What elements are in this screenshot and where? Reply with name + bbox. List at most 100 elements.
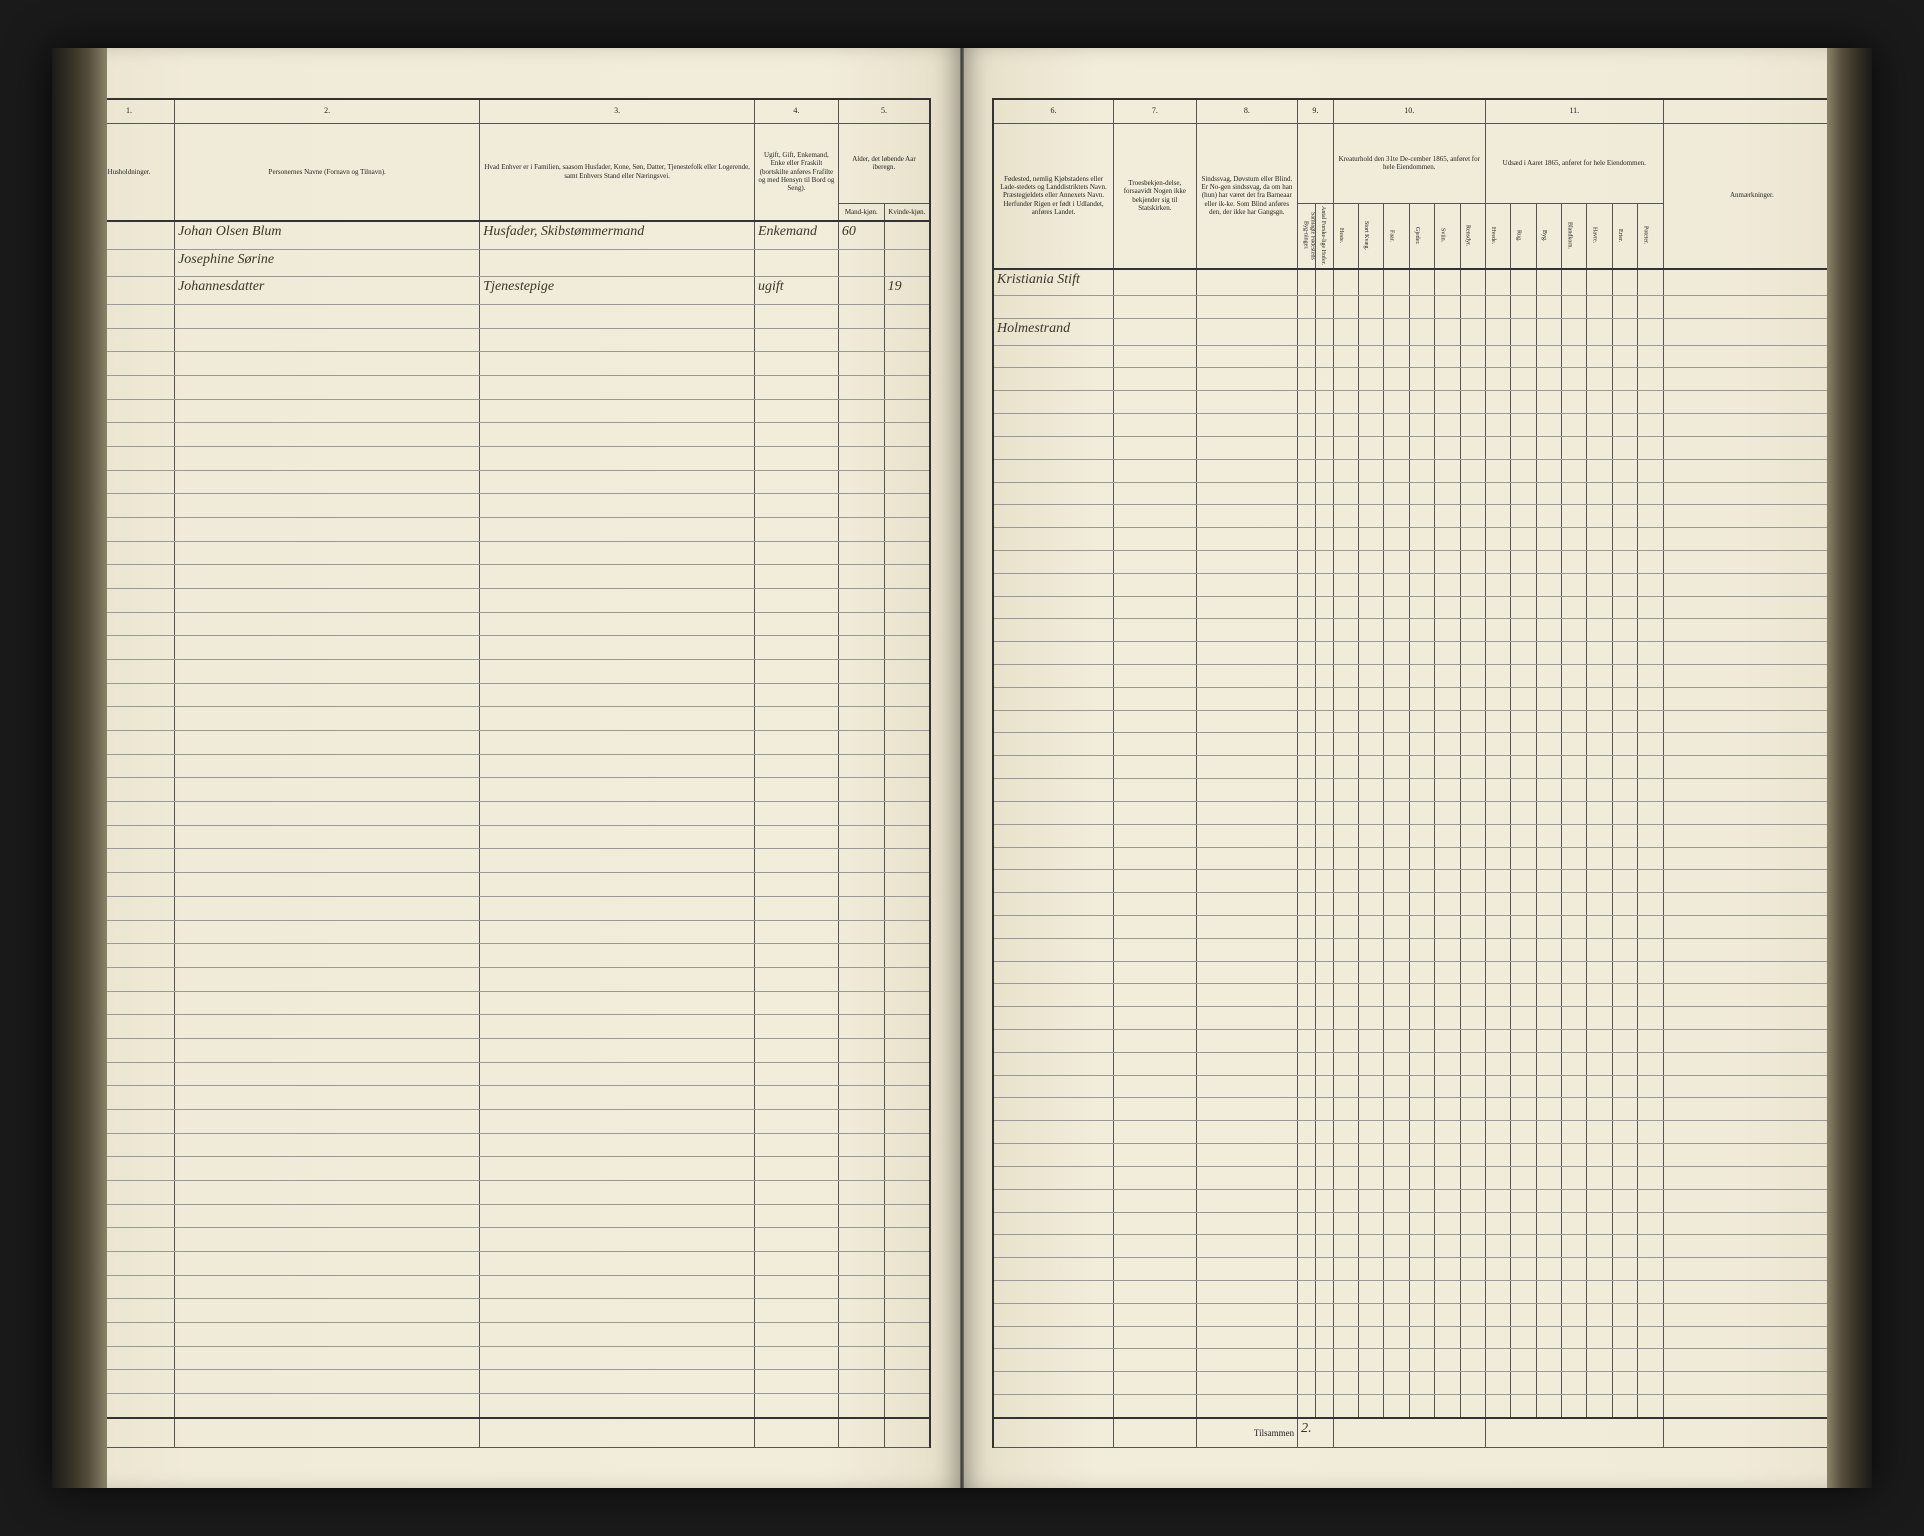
table-row: [993, 1349, 1841, 1372]
data-cell: [1359, 642, 1384, 665]
name-cell: [175, 376, 480, 400]
ledger-book: 1. 2. 3. 4. 5. Husholdninger. Personerne…: [52, 48, 1872, 1488]
status-cell: [754, 249, 838, 277]
data-cell: [1460, 296, 1485, 319]
relation-cell: [480, 896, 755, 920]
data-cell: [1298, 687, 1316, 710]
data-cell: [1435, 915, 1460, 938]
data-cell: [1485, 687, 1510, 710]
data-cell: [1298, 1326, 1316, 1349]
data-cell: [1298, 961, 1316, 984]
data-cell: [1511, 870, 1536, 893]
age-male-cell: [838, 778, 884, 802]
data-cell: [1114, 459, 1197, 482]
col-header-5: Alder, det løbende Aar iberegn.: [838, 123, 930, 203]
data-cell: [1435, 319, 1460, 346]
col-sub-11: Poteter.: [1638, 203, 1663, 269]
age-female-cell: [884, 660, 930, 684]
relation-cell: [480, 447, 755, 471]
data-cell: [1435, 801, 1460, 824]
data-cell: [1315, 1075, 1333, 1098]
data-cell: [1562, 642, 1587, 665]
data-cell: [1409, 436, 1434, 459]
name-cell: [175, 778, 480, 802]
relation-cell: Tjenestepige: [480, 277, 755, 305]
table-row: [993, 824, 1841, 847]
data-cell: [1409, 1280, 1434, 1303]
data-cell: [1562, 801, 1587, 824]
table-row: [993, 482, 1841, 505]
data-cell: [1638, 269, 1663, 296]
table-row: [83, 352, 930, 376]
data-cell: [1587, 870, 1612, 893]
data-cell: [1638, 459, 1663, 482]
data-cell: [1114, 733, 1197, 756]
data-cell: [1409, 368, 1434, 391]
birthplace-cell: [993, 1121, 1114, 1144]
col-sub-10: Rensdyr.: [1460, 203, 1485, 269]
age-female-cell: [884, 376, 930, 400]
name-cell: [175, 589, 480, 613]
data-cell: [1333, 779, 1358, 802]
age-female-cell: [884, 731, 930, 755]
table-row: [993, 436, 1841, 459]
data-cell: [1612, 505, 1637, 528]
birthplace-cell: [993, 1189, 1114, 1212]
age-female-cell: [884, 1109, 930, 1133]
data-cell: [1435, 1007, 1460, 1030]
age-female-cell: [884, 991, 930, 1015]
data-cell: [1587, 414, 1612, 437]
age-female-cell: [884, 541, 930, 565]
data-cell: [1359, 893, 1384, 916]
data-cell: [1333, 801, 1358, 824]
data-cell: [1587, 1166, 1612, 1189]
data-cell: [1460, 801, 1485, 824]
relation-cell: [480, 991, 755, 1015]
col-sub-10: Heste.: [1333, 203, 1358, 269]
data-cell: [1485, 915, 1510, 938]
age-female-cell: [884, 707, 930, 731]
age-male-cell: [838, 470, 884, 494]
age-male-cell: [838, 1228, 884, 1252]
table-row: [993, 345, 1841, 368]
data-cell: [1485, 642, 1510, 665]
data-cell: [1511, 733, 1536, 756]
data-cell: [1638, 733, 1663, 756]
age-female-cell: [884, 778, 930, 802]
data-cell: [1638, 1075, 1663, 1098]
table-row: [993, 1303, 1841, 1326]
data-cell: [1409, 710, 1434, 733]
remarks-cell: [1663, 482, 1841, 505]
data-cell: [1485, 1121, 1510, 1144]
name-cell: Josephine Sørine: [175, 249, 480, 277]
data-cell: [1114, 961, 1197, 984]
data-cell: [1435, 1395, 1460, 1418]
col-sub-5a: Mand-kjøn.: [838, 203, 884, 221]
table-row: [83, 825, 930, 849]
table-row: [993, 368, 1841, 391]
data-cell: [1409, 847, 1434, 870]
age-female-cell: [884, 305, 930, 329]
birthplace-cell: [993, 938, 1114, 961]
relation-cell: [480, 1180, 755, 1204]
age-male-cell: [838, 447, 884, 471]
data-cell: [1114, 368, 1197, 391]
remarks-cell: [1663, 665, 1841, 688]
col-header-8: Sindssvag, Døvstum eller Blind. Er No-ge…: [1196, 123, 1298, 269]
birthplace-cell: [993, 665, 1114, 688]
data-cell: [1409, 1212, 1434, 1235]
data-cell: [1384, 938, 1409, 961]
status-cell: [754, 636, 838, 660]
name-cell: [175, 1180, 480, 1204]
data-cell: [1359, 505, 1384, 528]
birthplace-cell: [993, 391, 1114, 414]
data-cell: [1315, 687, 1333, 710]
data-cell: [1562, 1212, 1587, 1235]
data-cell: [1409, 269, 1434, 296]
status-cell: Enkemand: [754, 221, 838, 249]
data-cell: [1114, 550, 1197, 573]
data-cell: [1562, 550, 1587, 573]
data-cell: [1333, 505, 1358, 528]
data-cell: [1511, 1372, 1536, 1395]
age-male-cell: [838, 967, 884, 991]
